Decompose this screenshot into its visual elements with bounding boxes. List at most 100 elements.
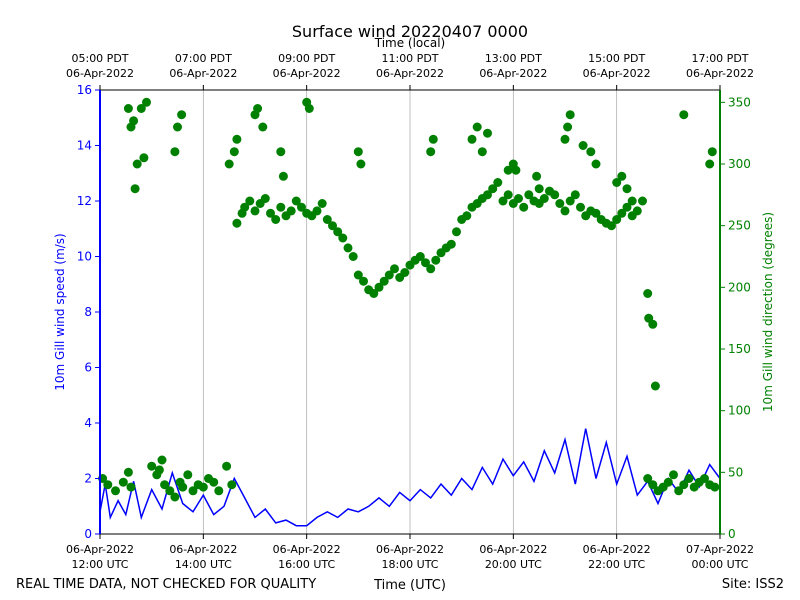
direction-point [245, 196, 255, 206]
direction-point [369, 289, 379, 298]
left-tick-label: 10 [77, 250, 92, 264]
direction-point [356, 159, 366, 169]
direction-point [612, 215, 622, 224]
direction-point [524, 190, 534, 200]
direction-point [514, 194, 523, 203]
disclaimer-text: REAL TIME DATA, NOT CHECKED FOR QUALITY [16, 577, 316, 592]
direction-point [353, 270, 363, 280]
right-axis-label: 10m Gill wind direction (degrees) [761, 212, 775, 412]
direction-point [224, 159, 234, 169]
direction-point [617, 171, 627, 181]
direction-point [607, 221, 616, 231]
direction-point [258, 122, 268, 132]
direction-point [312, 206, 322, 216]
direction-point [338, 233, 348, 243]
direction-point [400, 268, 410, 277]
left-tick-label: 12 [77, 194, 92, 208]
direction-point [198, 482, 208, 492]
direction-point [700, 474, 709, 483]
direction-point [165, 486, 175, 496]
direction-point [333, 227, 343, 237]
direction-point [539, 194, 549, 203]
direction-point [304, 104, 314, 113]
direction-point [328, 221, 337, 231]
direction-point [343, 243, 353, 253]
direction-point [503, 190, 513, 200]
direction-point [322, 215, 332, 224]
top-tick-date: 06-Apr-2022 [376, 67, 444, 80]
direction-point [452, 227, 461, 237]
bottom-tick-date: 06-Apr-2022 [169, 543, 237, 556]
direction-point [214, 486, 224, 496]
right-tick-label: 250 [728, 219, 751, 233]
direction-point [511, 165, 521, 175]
direction-point [498, 196, 508, 206]
direction-point [617, 208, 627, 218]
direction-point [632, 206, 642, 216]
direction-point [679, 480, 689, 490]
speed-series [99, 428, 721, 527]
direction-point [118, 477, 128, 487]
direction-point [622, 184, 632, 194]
direction-point [648, 480, 658, 490]
direction-point [483, 128, 492, 138]
direction-point [291, 196, 301, 206]
direction-point [421, 258, 430, 268]
direction-point [271, 215, 281, 224]
direction-point [353, 147, 363, 157]
direction-point [240, 202, 250, 212]
direction-point [286, 206, 296, 216]
direction-point [446, 239, 456, 249]
top-tick-time: 15:00 PDT [588, 52, 645, 65]
bottom-tick-time: 18:00 UTC [381, 558, 438, 571]
direction-point [260, 194, 270, 203]
direction-point [136, 104, 146, 113]
direction-point [663, 477, 673, 487]
direction-point [591, 159, 601, 169]
direction-point [428, 134, 438, 144]
direction-point [462, 211, 472, 221]
direction-point [111, 486, 120, 496]
direction-point [612, 178, 622, 187]
direction-point [560, 206, 570, 216]
left-axis-label: 10m Gill wind speed (m/s) [53, 233, 67, 391]
direction-point [317, 199, 327, 208]
direction-point [679, 110, 689, 120]
direction-point [534, 184, 544, 194]
direction-point [276, 202, 286, 212]
direction-point [643, 474, 653, 483]
bottom-tick-date: 07-Apr-2022 [686, 543, 754, 556]
bottom-tick-time: 12:00 UTC [71, 558, 128, 571]
direction-point [209, 477, 219, 487]
left-tick-label: 16 [77, 83, 92, 97]
bottom-tick-time: 14:00 UTC [175, 558, 232, 571]
direction-point [560, 134, 570, 144]
direction-point [297, 202, 306, 212]
direction-point [622, 202, 632, 212]
right-tick-label: 0 [728, 527, 736, 541]
direction-point [669, 470, 678, 480]
right-tick-label: 100 [728, 404, 751, 418]
bottom-tick-time: 20:00 UTC [485, 558, 542, 571]
direction-point [154, 465, 164, 475]
right-tick-label: 50 [728, 465, 743, 479]
top-tick-time: 13:00 PDT [485, 52, 542, 65]
direction-point [157, 455, 167, 465]
direction-point [188, 486, 198, 496]
direction-point [591, 208, 601, 218]
direction-point [103, 480, 113, 490]
top-x-axis: 05:00 PDT 06-Apr-2022 07:00 PDT 06-Apr-2022… [66, 52, 754, 90]
direction-point [578, 141, 588, 150]
direction-point [129, 116, 139, 126]
left-tick-label: 2 [84, 472, 92, 486]
left-tick-label: 6 [84, 361, 92, 375]
direction-point [426, 147, 436, 157]
left-tick-label: 0 [84, 527, 92, 541]
direction-point [130, 184, 140, 194]
direction-point [123, 467, 133, 477]
right-tick-label: 300 [728, 157, 751, 171]
left-tick-label: 4 [84, 416, 92, 430]
bottom-tick-time: 00:00 UTC [691, 558, 748, 571]
bottom-tick-date: 06-Apr-2022 [273, 543, 341, 556]
